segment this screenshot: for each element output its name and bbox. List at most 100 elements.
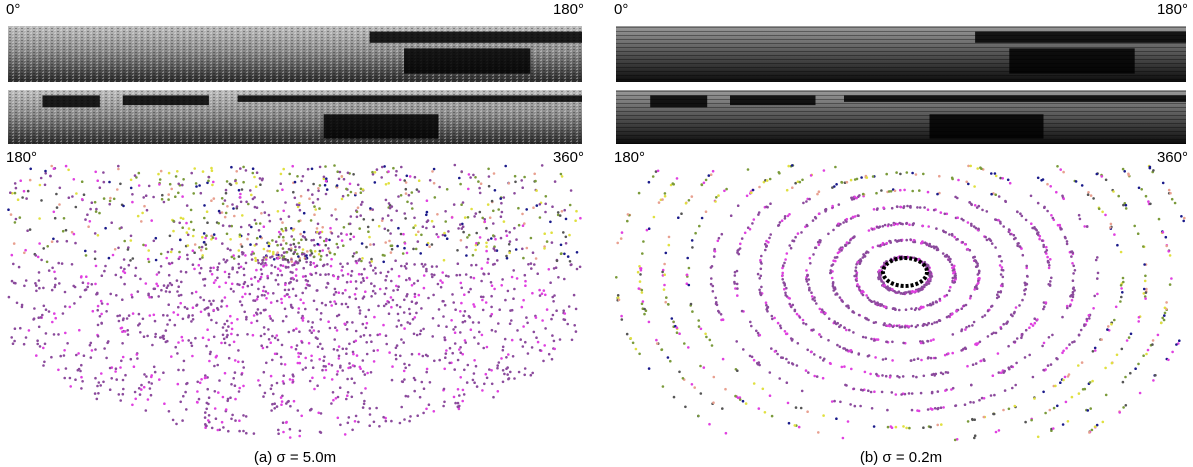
point <box>794 424 797 427</box>
point <box>97 305 100 308</box>
point <box>562 309 565 312</box>
point <box>234 398 237 401</box>
point <box>174 324 177 327</box>
point <box>530 237 533 240</box>
point <box>224 271 227 274</box>
point <box>668 244 671 247</box>
point <box>1024 284 1027 287</box>
point <box>149 314 152 317</box>
point <box>918 189 921 192</box>
point <box>1025 265 1028 268</box>
point <box>919 307 922 310</box>
point <box>737 204 740 207</box>
point <box>846 218 849 221</box>
point <box>615 276 618 279</box>
point <box>297 356 300 359</box>
point <box>355 260 358 263</box>
point <box>261 177 264 180</box>
point <box>408 420 411 423</box>
point <box>549 281 552 284</box>
point <box>269 256 272 259</box>
point <box>1115 306 1118 309</box>
point <box>334 326 337 329</box>
point <box>703 182 706 185</box>
point <box>724 388 727 391</box>
point <box>758 364 761 367</box>
point <box>999 221 1002 224</box>
point <box>316 308 319 311</box>
point <box>778 377 781 380</box>
point <box>818 190 821 193</box>
caption: (b) σ = 0.2m <box>860 449 942 466</box>
point <box>502 381 505 384</box>
point <box>862 193 865 196</box>
point <box>317 187 320 190</box>
point <box>369 243 372 246</box>
point <box>850 368 853 371</box>
point <box>203 284 206 287</box>
point <box>178 251 181 254</box>
point <box>1087 191 1090 194</box>
point <box>891 288 894 291</box>
point <box>310 355 313 358</box>
point <box>979 360 982 363</box>
point <box>905 427 908 430</box>
point <box>1014 237 1017 240</box>
point <box>1038 238 1041 241</box>
point <box>934 407 937 410</box>
point <box>920 342 923 345</box>
point <box>316 264 319 267</box>
point <box>1055 191 1058 194</box>
point <box>119 399 122 402</box>
point <box>966 365 969 368</box>
point <box>1062 379 1065 382</box>
point <box>940 423 943 426</box>
point <box>1059 224 1062 227</box>
point <box>541 292 544 295</box>
point <box>337 417 340 420</box>
point <box>1084 388 1087 391</box>
point <box>885 287 888 290</box>
point <box>885 358 888 361</box>
point <box>413 282 416 285</box>
point <box>661 198 664 201</box>
point <box>457 388 460 391</box>
point <box>916 206 919 209</box>
point <box>665 296 668 299</box>
point <box>27 190 30 193</box>
point <box>391 379 394 382</box>
point <box>931 392 934 395</box>
point <box>932 338 935 341</box>
point <box>169 319 172 322</box>
point <box>405 279 408 282</box>
point <box>508 182 511 185</box>
point <box>921 240 924 243</box>
point <box>356 354 359 357</box>
point <box>282 239 285 242</box>
point <box>984 236 987 239</box>
point <box>476 385 479 388</box>
point <box>289 378 292 381</box>
point <box>169 235 172 238</box>
point <box>460 170 463 173</box>
point <box>794 182 797 185</box>
point <box>134 274 137 277</box>
point <box>233 341 236 344</box>
point <box>956 216 959 219</box>
point <box>309 380 312 383</box>
point <box>575 210 578 213</box>
point <box>253 432 256 435</box>
point <box>800 231 803 234</box>
point <box>708 423 711 426</box>
point <box>268 243 271 246</box>
point <box>477 242 480 245</box>
point <box>139 278 142 281</box>
point <box>51 289 54 292</box>
point <box>32 318 35 321</box>
point <box>401 380 404 383</box>
point <box>846 181 849 184</box>
point <box>1087 409 1090 412</box>
point <box>445 325 448 328</box>
point <box>177 183 180 186</box>
point <box>1044 412 1047 415</box>
